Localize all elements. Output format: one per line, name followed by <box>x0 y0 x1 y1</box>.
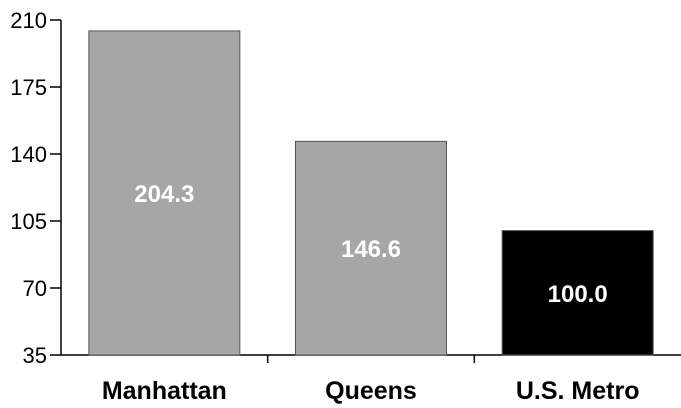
x-category-label: U.S. Metro <box>516 377 640 405</box>
y-tick-label: 175 <box>10 75 47 100</box>
bars <box>88 30 654 356</box>
y-tick-label: 210 <box>10 8 47 33</box>
y-tick-label: 35 <box>23 343 47 368</box>
x-category-label: Queens <box>325 377 417 405</box>
y-ticks: 35 70 105 140 175 210 <box>10 8 61 368</box>
y-tick-label: 70 <box>23 276 47 301</box>
y-tick-label: 105 <box>10 209 47 234</box>
data-label: 100.0 <box>548 281 608 308</box>
bar-u-s-metro <box>501 230 654 356</box>
data-label: 146.6 <box>341 236 401 263</box>
category-labels: Manhattan Queens U.S. Metro <box>102 377 640 405</box>
data-label: 204.3 <box>134 181 194 208</box>
x-ticks <box>266 355 476 363</box>
bar-queens <box>295 140 447 356</box>
x-category-label: Manhattan <box>102 377 227 405</box>
value-labels: 204.3 146.6 100.0 <box>134 181 607 308</box>
y-tick-label: 140 <box>10 142 47 167</box>
bar-manhattan <box>88 30 241 356</box>
